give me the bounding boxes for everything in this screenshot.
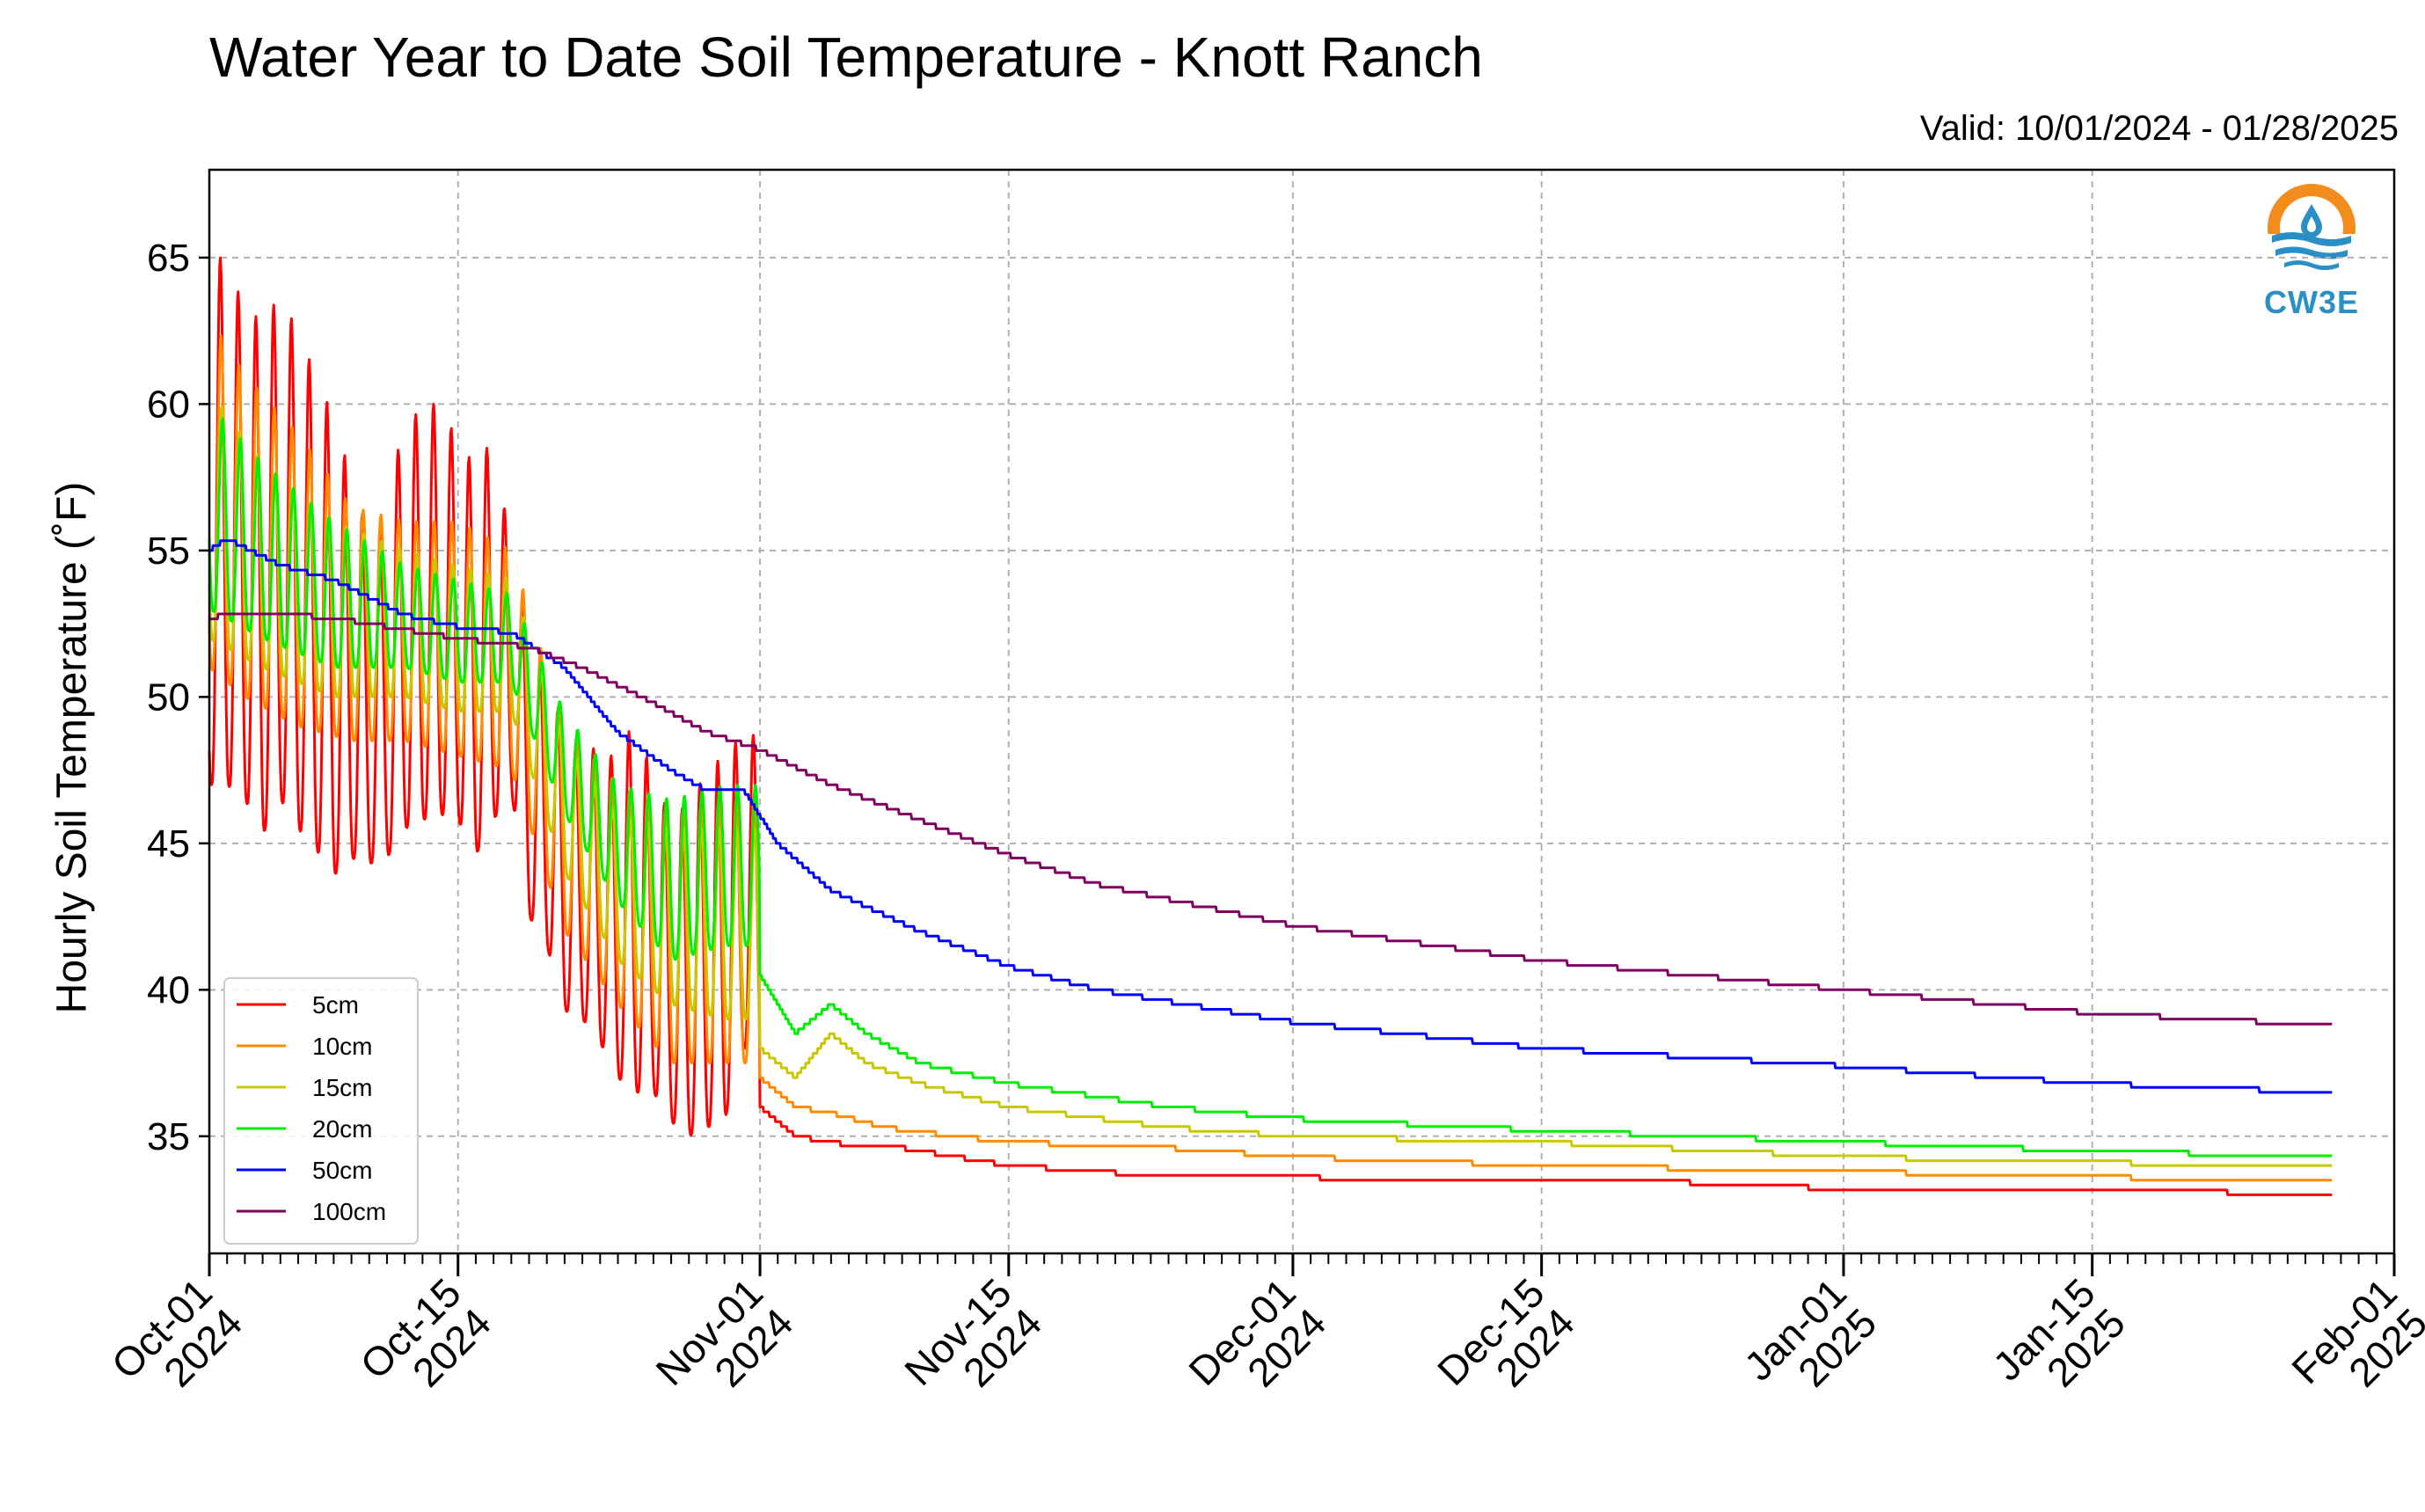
valid-date-range: Valid: 10/01/2024 - 01/28/2025 bbox=[1919, 109, 2399, 148]
x-tick-label: Dec-012024 bbox=[1180, 1269, 1334, 1424]
y-tick-label: 40 bbox=[147, 968, 190, 1012]
x-tick-label: Feb-012025 bbox=[2283, 1269, 2425, 1422]
x-tick-label: Dec-152024 bbox=[1428, 1269, 1583, 1424]
x-tick-label: Jan-012025 bbox=[1735, 1269, 1885, 1419]
cw3e-logo-text: CW3E bbox=[2263, 284, 2359, 320]
series-line-20cm bbox=[208, 417, 2333, 1158]
plot-frame bbox=[208, 168, 2396, 1255]
series-lines bbox=[208, 256, 2333, 1196]
y-tick-label: 60 bbox=[147, 383, 190, 426]
x-tick-label: Nov-152024 bbox=[895, 1269, 1050, 1424]
cw3e-logo: CW3E bbox=[2259, 179, 2364, 321]
chart-title: Water Year to Date Soil Temperature - Kn… bbox=[209, 26, 1483, 89]
y-tick-label: 45 bbox=[147, 822, 190, 866]
x-tick-label: Oct-012024 bbox=[103, 1269, 252, 1418]
series-line-100cm bbox=[208, 612, 2333, 1026]
cw3e-logo-icon bbox=[2263, 184, 2360, 276]
legend: 5cm 10cm 15cm 20cm 50cm 100cm bbox=[223, 977, 419, 1245]
series-line-10cm bbox=[208, 334, 2333, 1182]
x-tick-label: Nov-012024 bbox=[646, 1269, 801, 1424]
legend-label-20cm: 20cm bbox=[312, 1115, 372, 1143]
grid bbox=[208, 170, 2395, 1253]
y-tick-label: 55 bbox=[147, 530, 190, 573]
legend-label-100cm: 100cm bbox=[312, 1198, 386, 1225]
y-tick-label: 35 bbox=[147, 1115, 190, 1158]
y-tick-label: 65 bbox=[147, 237, 190, 280]
series-line-15cm bbox=[208, 405, 2333, 1167]
axes: 35 40 45 50 55 60 65 Oct-012024 Oct-152024 Nov-01… bbox=[103, 237, 2425, 1424]
series-line-50cm bbox=[208, 539, 2333, 1094]
legend-label-15cm: 15cm bbox=[312, 1074, 372, 1101]
y-tick-label: 50 bbox=[147, 676, 190, 719]
legend-label-10cm: 10cm bbox=[312, 1033, 372, 1060]
legend-label-5cm: 5cm bbox=[312, 991, 359, 1019]
legend-label-50cm: 50cm bbox=[312, 1157, 372, 1184]
x-tick-label: Jan-152025 bbox=[1984, 1269, 2134, 1419]
x-tick-label: Oct-152024 bbox=[351, 1269, 500, 1418]
series-line-5cm bbox=[208, 256, 2333, 1196]
